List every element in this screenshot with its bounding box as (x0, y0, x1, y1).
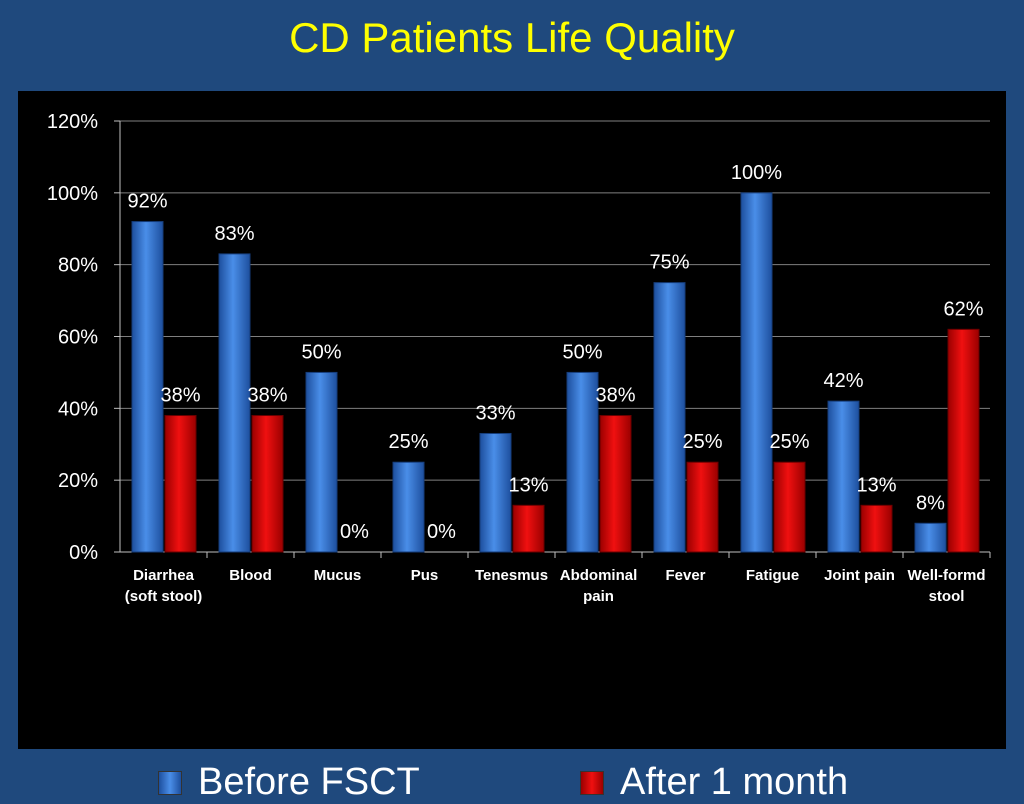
data-label-before: 33% (475, 402, 515, 424)
data-label-before: 50% (562, 341, 602, 363)
x-tick-label: Fatigue (746, 567, 799, 584)
y-tick-label: 100% (47, 183, 98, 205)
bar-before (218, 253, 251, 553)
data-label-after: 62% (943, 298, 983, 320)
bar-before (653, 282, 686, 553)
legend-swatch-before (158, 770, 182, 795)
chart-panel: 0% 20% 40% 60% 80% 100% 120% Diarrhea (soft stoo… (18, 91, 1006, 803)
data-label-after: 13% (508, 474, 548, 496)
x-tick-label: Fever (665, 567, 705, 584)
data-label-after: 38% (247, 385, 287, 407)
data-label-after: 25% (682, 431, 722, 453)
y-tick-label: 80% (58, 255, 98, 277)
bar-after (251, 415, 284, 553)
x-tick-label: Joint pain (824, 567, 895, 584)
bar-before (827, 400, 860, 553)
bar-before (131, 221, 164, 553)
slide-title: CD Patients Life Quality (289, 14, 735, 61)
x-tick-label: Abdominal pain (560, 567, 638, 605)
data-label-before: 75% (649, 252, 689, 274)
bar-after (512, 504, 545, 553)
bar-after (860, 504, 893, 553)
bar-before (914, 522, 947, 553)
bar-before (392, 461, 425, 553)
data-label-before: 92% (127, 191, 167, 213)
data-label-before: 83% (214, 223, 254, 245)
data-label-before: 100% (731, 162, 782, 184)
x-tick-label: Tenesmus (475, 567, 548, 584)
bar-after (947, 328, 980, 553)
data-label-after: 13% (856, 474, 896, 496)
y-tick-label: 120% (47, 111, 98, 133)
legend-item-after: After 1 month (580, 761, 848, 804)
bar-after (164, 415, 197, 553)
bar-before (740, 192, 773, 553)
legend-label-after: After 1 month (620, 761, 849, 803)
x-tick-label: Well-formd stool (907, 567, 985, 605)
data-label-before: 42% (823, 370, 863, 392)
x-tick-label: Diarrhea (soft stool) (125, 567, 202, 605)
data-label-before: 8% (916, 492, 945, 514)
legend-swatch-after (580, 770, 604, 795)
y-tick-label: 0% (69, 542, 98, 564)
bar-chart: 0% 20% 40% 60% 80% 100% 120% Diarrhea (soft stoo… (47, 111, 991, 605)
data-label-before: 25% (388, 431, 428, 453)
data-label-after: 0% (340, 521, 369, 543)
data-label-after: 38% (160, 385, 200, 407)
bar-after (686, 461, 719, 553)
data-label-before: 50% (301, 341, 341, 363)
y-tick-label: 20% (58, 470, 98, 492)
legend-label-before: Before FSCT (198, 761, 420, 803)
y-tick-label: 40% (58, 398, 98, 420)
x-tick-label: Mucus (314, 567, 362, 584)
bar-after (773, 461, 806, 553)
label-layer: 0% 20% 40% 60% 80% 100% 120% Diarrhea (soft stoo… (47, 111, 986, 605)
bar-before (305, 371, 338, 553)
data-label-after: 25% (769, 431, 809, 453)
y-tick-label: 60% (58, 327, 98, 349)
bar-before (479, 432, 512, 553)
data-label-after: 0% (427, 521, 456, 543)
x-tick-label: Pus (411, 567, 439, 584)
bar-before (566, 371, 599, 553)
bar-after (599, 415, 632, 553)
data-label-after: 38% (595, 385, 635, 407)
legend-item-before: Before FSCT (158, 761, 420, 804)
bar-layer (131, 192, 980, 553)
x-tick-label: Blood (229, 567, 272, 584)
